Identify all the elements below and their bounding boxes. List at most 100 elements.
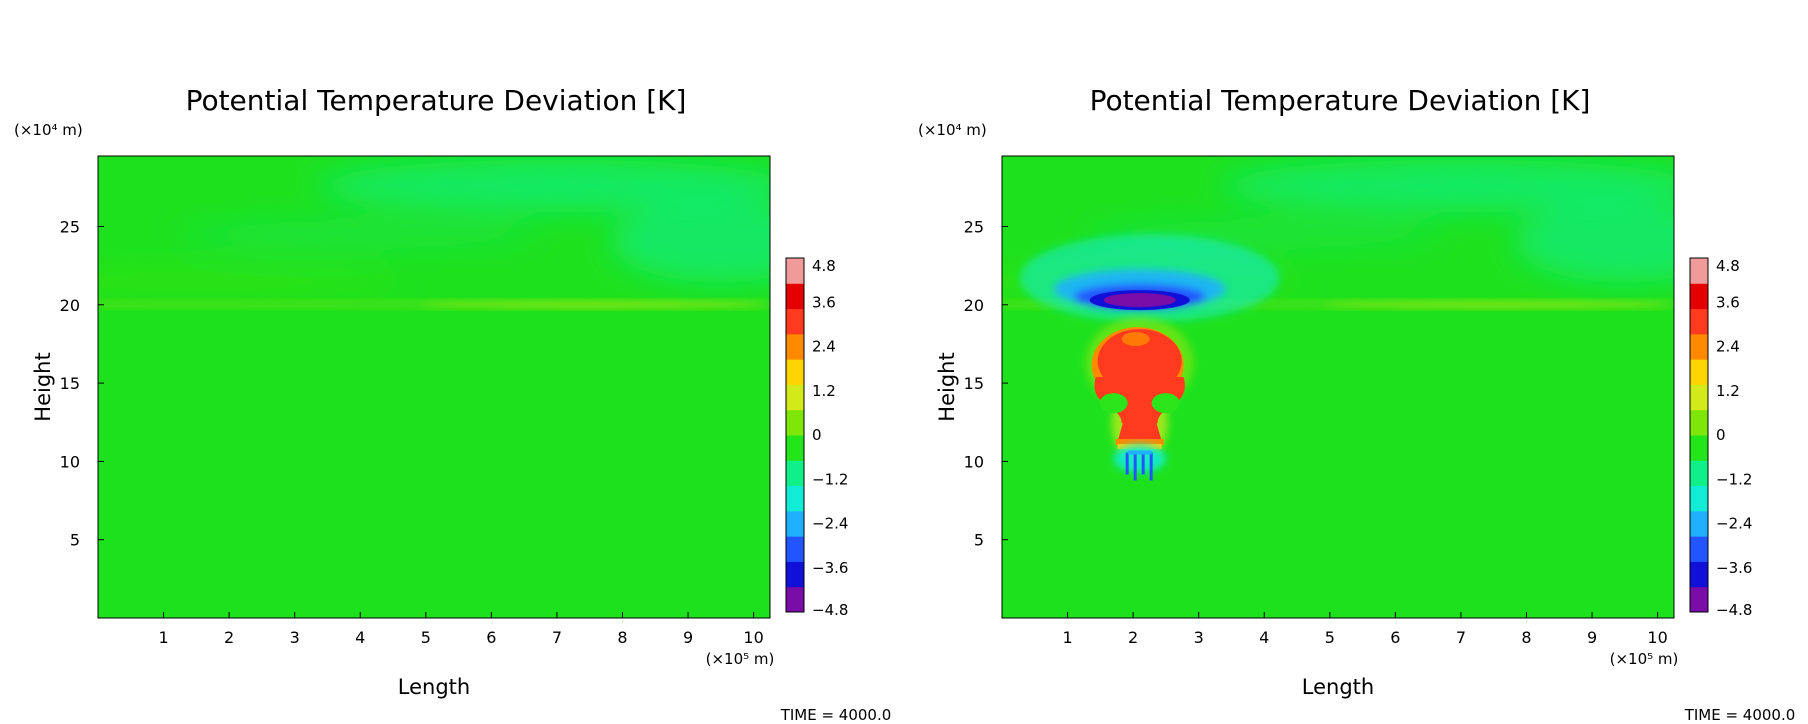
x-tick-label: 5 bbox=[421, 628, 431, 647]
colorbar-swatch bbox=[1690, 460, 1708, 487]
plot-frame bbox=[1001, 155, 1675, 619]
colorbar-tick-label: 1.2 bbox=[812, 382, 836, 400]
colorbar-swatch bbox=[1690, 561, 1708, 588]
colorbar-swatch bbox=[786, 359, 804, 385]
colorbar-swatch bbox=[786, 283, 804, 310]
cold-finger bbox=[1141, 452, 1145, 475]
cold-finger bbox=[1133, 452, 1137, 481]
x-tick-label: 7 bbox=[552, 628, 562, 647]
x-axis-label: Length bbox=[398, 675, 470, 699]
colorbar-tick-label: −3.6 bbox=[812, 559, 848, 577]
colorbar-frame bbox=[1689, 257, 1709, 613]
chart-title: Potential Temperature Deviation [K] bbox=[186, 84, 687, 117]
colorbar-swatch bbox=[1690, 283, 1708, 310]
colorbar-tick-label: 4.8 bbox=[812, 257, 836, 275]
colorbar-swatch bbox=[786, 435, 804, 461]
colorbar-tick-label: 2.4 bbox=[1716, 338, 1740, 356]
heatmap-chart-right: 1 2 3 4 5 6 7 8 9 10 5 10 15 20 25 Potential Temperatur… bbox=[918, 84, 1796, 724]
tropopause-band bbox=[1002, 300, 1674, 309]
cold-finger bbox=[1125, 452, 1129, 475]
colorbar-tick-label: −1.2 bbox=[812, 470, 848, 488]
x-tick-label: 10 bbox=[1647, 628, 1667, 647]
colorbar-tick-label: 4.8 bbox=[1716, 257, 1740, 275]
chart-title: Potential Temperature Deviation [K] bbox=[1090, 84, 1591, 117]
upper-layer-texture bbox=[98, 159, 770, 290]
y-tick-label: 25 bbox=[964, 217, 984, 236]
colorbar-swatch bbox=[1690, 586, 1708, 613]
x-tick-label: 1 bbox=[158, 628, 168, 647]
colorbar-swatch bbox=[1690, 359, 1708, 385]
feature-cold-fingers bbox=[1113, 444, 1166, 481]
x-tick-label: 2 bbox=[224, 628, 234, 647]
colorbar-frame bbox=[785, 257, 805, 613]
colorbar-tick-label: 3.6 bbox=[1716, 293, 1740, 311]
x-tick-label: 3 bbox=[1194, 628, 1204, 647]
colorbar-swatch bbox=[1690, 384, 1708, 411]
y-unit-label: (×10⁴ m) bbox=[918, 121, 987, 139]
chart-panel-right: 1 2 3 4 5 6 7 8 9 10 5 10 15 20 25 Potential Temperatur… bbox=[904, 0, 1808, 724]
colorbar-swatch bbox=[786, 258, 804, 284]
colorbar-tick-label: −3.6 bbox=[1716, 559, 1752, 577]
y-tick-label: 15 bbox=[60, 374, 80, 393]
colorbar: 4.8 3.6 2.4 1.2 0 −1.2 −2.4 −3.6 −4.8 bbox=[1689, 257, 1752, 619]
tropopause-band bbox=[98, 300, 770, 309]
x-tick-label: 6 bbox=[486, 628, 496, 647]
colorbar-swatch bbox=[786, 485, 804, 512]
y-tick-label: 25 bbox=[60, 217, 80, 236]
colorbar-swatch bbox=[786, 333, 804, 360]
x-tick-label: 8 bbox=[1521, 628, 1531, 647]
colorbar-swatch bbox=[1690, 258, 1708, 284]
colorbar-swatch bbox=[1690, 485, 1708, 512]
x-tick-label: 10 bbox=[743, 628, 763, 647]
colorbar-tick-label: −1.2 bbox=[1716, 470, 1752, 488]
colorbar-swatch bbox=[1690, 536, 1708, 562]
y-tick-label: 10 bbox=[964, 452, 984, 471]
colorbar-swatch bbox=[786, 460, 804, 487]
x-tick-label: 4 bbox=[1259, 628, 1269, 647]
y-unit-label: (×10⁴ m) bbox=[14, 121, 83, 139]
heatmap-field bbox=[1002, 156, 1674, 618]
colorbar-swatch bbox=[786, 384, 804, 411]
feature-warm-plume bbox=[1085, 317, 1194, 464]
colorbar-swatch bbox=[1690, 435, 1708, 461]
x-tick-label: 9 bbox=[1587, 628, 1597, 647]
x-tick-label: 7 bbox=[1456, 628, 1466, 647]
feature-cold-cap bbox=[1019, 234, 1280, 323]
x-tick-label: 3 bbox=[290, 628, 300, 647]
colorbar-tick-label: 2.4 bbox=[812, 338, 836, 356]
colorbar-swatch bbox=[1690, 308, 1708, 335]
y-axis-label: Height bbox=[31, 352, 55, 421]
y-tick-label: 5 bbox=[974, 531, 984, 550]
x-tick-label: 4 bbox=[355, 628, 365, 647]
colorbar-tick-label: −4.8 bbox=[812, 601, 848, 619]
colorbar-tick-label: 0 bbox=[812, 426, 822, 444]
y-tick-label: 20 bbox=[964, 296, 984, 315]
x-tick-label: 8 bbox=[617, 628, 627, 647]
x-tick-label: 9 bbox=[683, 628, 693, 647]
cold-finger bbox=[1149, 452, 1153, 481]
colorbar-tick-label: 1.2 bbox=[1716, 382, 1740, 400]
y-tick-label: 20 bbox=[60, 296, 80, 315]
time-footer: TIME = 4000.0 bbox=[780, 706, 892, 724]
y-tick-label: 10 bbox=[60, 452, 80, 471]
time-footer: TIME = 4000.0 bbox=[1684, 706, 1796, 724]
colorbar-swatch bbox=[786, 510, 804, 537]
x-unit-label: (×10⁵ m) bbox=[1610, 650, 1679, 668]
colorbar-swatch bbox=[1690, 409, 1708, 436]
colorbar-tick-label: −4.8 bbox=[1716, 601, 1752, 619]
x-tick-label: 6 bbox=[1390, 628, 1400, 647]
x-tick-label: 2 bbox=[1128, 628, 1138, 647]
x-tick-label: 1 bbox=[1062, 628, 1072, 647]
x-axis-label: Length bbox=[1302, 675, 1374, 699]
plot-frame bbox=[97, 155, 771, 619]
colorbar-tick-label: −2.4 bbox=[1716, 515, 1752, 533]
y-axis-label: Height bbox=[935, 352, 959, 421]
colorbar: 4.8 3.6 2.4 1.2 0 −1.2 −2.4 −3.6 −4.8 bbox=[785, 257, 848, 619]
x-unit-label: (×10⁵ m) bbox=[706, 650, 775, 668]
colorbar-tick-label: 0 bbox=[1716, 426, 1726, 444]
colorbar-swatch bbox=[786, 586, 804, 613]
y-tick-label: 5 bbox=[70, 531, 80, 550]
colorbar-tick-label: 3.6 bbox=[812, 293, 836, 311]
colorbar-swatch bbox=[786, 561, 804, 588]
colorbar-swatch bbox=[1690, 510, 1708, 537]
